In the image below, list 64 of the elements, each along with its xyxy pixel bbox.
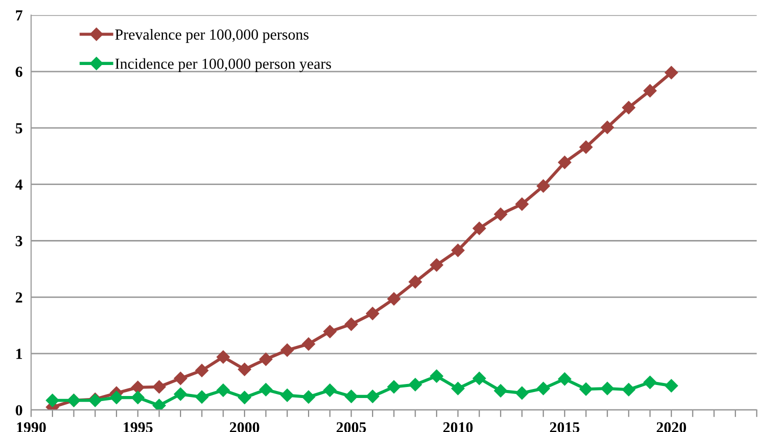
point bbox=[323, 324, 336, 338]
point bbox=[643, 376, 657, 389]
point bbox=[494, 208, 508, 221]
point bbox=[152, 380, 166, 394]
y-tick-label: 6 bbox=[16, 66, 22, 77]
point bbox=[451, 244, 465, 257]
point bbox=[600, 120, 614, 134]
point bbox=[600, 382, 614, 396]
point bbox=[366, 390, 380, 404]
point bbox=[430, 258, 444, 272]
point bbox=[579, 140, 593, 154]
y-tick-label: 5 bbox=[16, 123, 22, 134]
y-tick-label: 7 bbox=[16, 10, 22, 20]
point bbox=[558, 156, 572, 169]
point bbox=[494, 384, 508, 398]
point bbox=[238, 362, 252, 376]
point bbox=[408, 378, 422, 392]
point bbox=[408, 275, 422, 289]
point bbox=[579, 382, 593, 396]
point bbox=[216, 384, 230, 397]
point bbox=[387, 380, 401, 394]
point bbox=[280, 344, 294, 357]
point bbox=[131, 380, 144, 394]
point bbox=[195, 364, 208, 378]
point bbox=[46, 394, 60, 407]
point bbox=[430, 370, 444, 383]
point bbox=[152, 398, 166, 410]
point bbox=[622, 383, 636, 396]
point bbox=[558, 372, 572, 386]
point bbox=[238, 390, 252, 404]
point bbox=[643, 84, 657, 98]
point bbox=[259, 383, 272, 396]
point bbox=[451, 382, 465, 396]
point bbox=[344, 390, 358, 404]
y-tick-label: 2 bbox=[16, 292, 22, 302]
point bbox=[302, 337, 316, 351]
point bbox=[472, 222, 486, 235]
point bbox=[366, 306, 380, 320]
legend-label: Incidence per 100,000 person years bbox=[115, 58, 331, 72]
y-tick-label: 4 bbox=[15, 180, 22, 190]
point bbox=[280, 388, 294, 402]
point bbox=[259, 352, 272, 366]
point bbox=[216, 350, 230, 364]
point bbox=[536, 382, 550, 396]
y-tick-label: 3 bbox=[16, 236, 22, 246]
point bbox=[174, 372, 188, 385]
point bbox=[664, 66, 678, 80]
point bbox=[536, 179, 550, 193]
point bbox=[302, 390, 316, 404]
point bbox=[515, 197, 529, 211]
point bbox=[664, 379, 678, 392]
point bbox=[131, 390, 144, 404]
point bbox=[174, 388, 188, 401]
y-tick-label: 0 bbox=[16, 405, 22, 416]
point bbox=[344, 318, 358, 331]
point bbox=[323, 384, 336, 397]
point bbox=[472, 372, 486, 385]
y-tick-label: 1 bbox=[16, 348, 22, 359]
point bbox=[622, 101, 636, 114]
point bbox=[387, 292, 401, 306]
point bbox=[110, 390, 124, 404]
legend-label: Prevalence per 100,000 persons bbox=[115, 28, 309, 43]
point bbox=[515, 386, 529, 400]
point bbox=[195, 390, 208, 404]
